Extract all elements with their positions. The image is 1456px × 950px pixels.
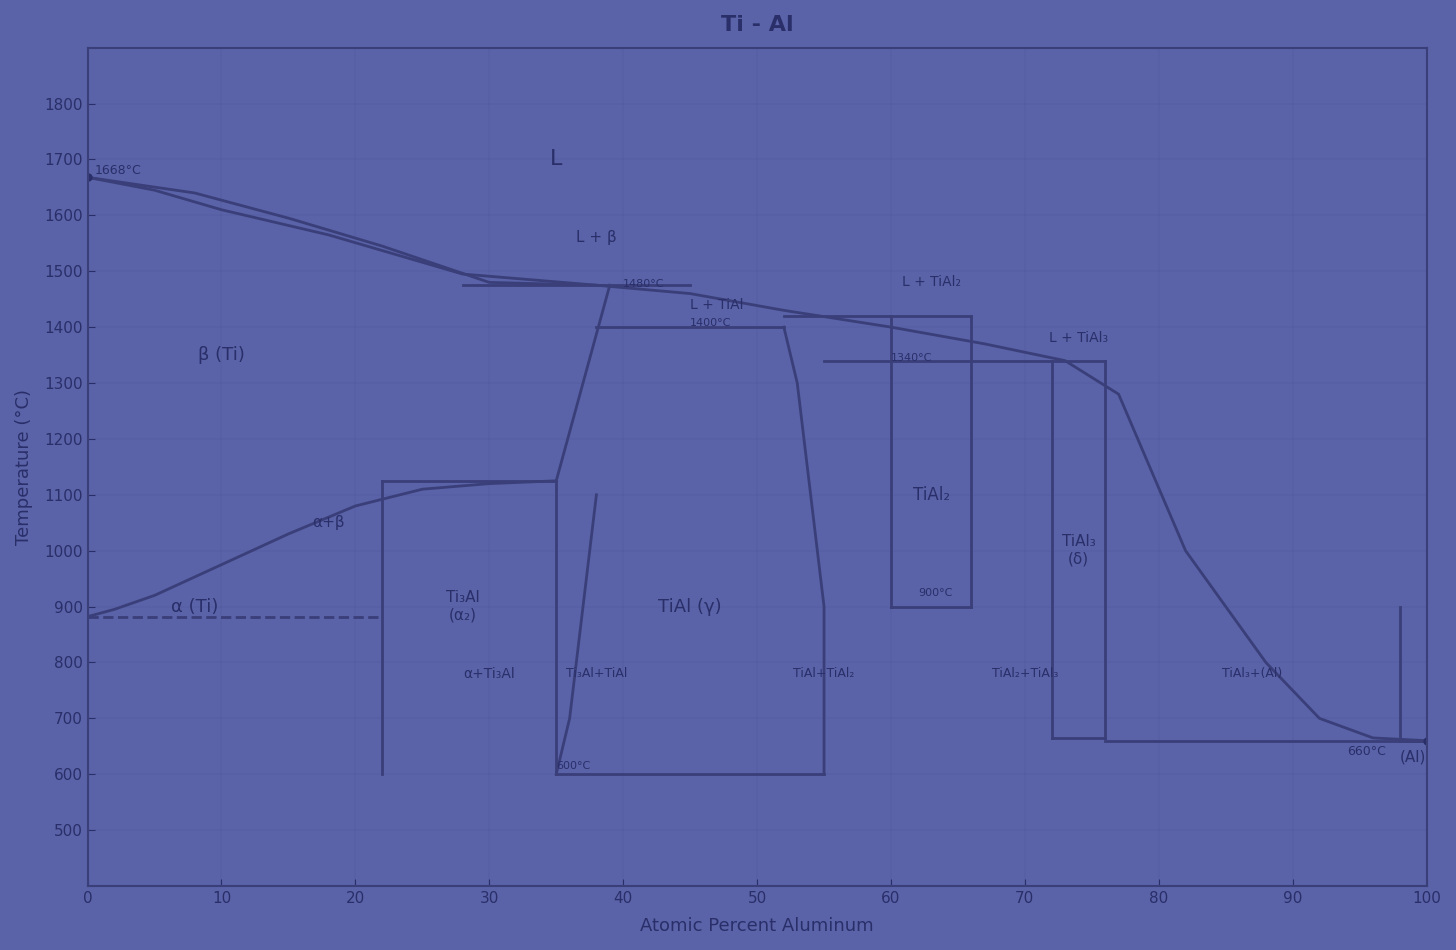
Text: L + TiAl₃: L + TiAl₃	[1048, 332, 1108, 345]
Text: β (Ti): β (Ti)	[198, 346, 245, 364]
Text: Ti₃Al
(α₂): Ti₃Al (α₂)	[446, 590, 479, 623]
Text: TiAl (γ): TiAl (γ)	[658, 598, 722, 616]
Y-axis label: Temperature (°C): Temperature (°C)	[15, 389, 33, 545]
Text: 600°C: 600°C	[556, 761, 591, 770]
Text: α+β: α+β	[312, 515, 345, 530]
Text: 660°C: 660°C	[1347, 746, 1386, 758]
Text: 1668°C: 1668°C	[95, 164, 141, 177]
Text: TiAl₂+TiAl₃: TiAl₂+TiAl₃	[992, 667, 1059, 680]
Text: TiAl+TiAl₂: TiAl+TiAl₂	[794, 667, 855, 680]
Text: 1340°C: 1340°C	[891, 352, 932, 363]
Text: L + TiAl₂: L + TiAl₂	[901, 276, 961, 290]
Text: 900°C: 900°C	[917, 588, 952, 598]
Text: (Al): (Al)	[1401, 750, 1427, 765]
Text: TiAl₂: TiAl₂	[913, 485, 949, 504]
Text: TiAl₃
(δ): TiAl₃ (δ)	[1061, 535, 1095, 567]
Text: TiAl₃+(Al): TiAl₃+(Al)	[1223, 667, 1283, 680]
Text: L + β: L + β	[577, 230, 617, 245]
X-axis label: Atomic Percent Aluminum: Atomic Percent Aluminum	[641, 917, 874, 935]
Text: Ti₃Al+TiAl: Ti₃Al+TiAl	[566, 667, 628, 680]
Text: L + TiAl: L + TiAl	[690, 297, 744, 312]
Text: α+Ti₃Al: α+Ti₃Al	[463, 667, 515, 680]
Text: α (Ti): α (Ti)	[170, 598, 218, 616]
Text: 1480°C: 1480°C	[623, 278, 665, 289]
Text: 1400°C: 1400°C	[690, 317, 731, 328]
Title: Ti - Al: Ti - Al	[721, 15, 794, 35]
Text: L: L	[550, 149, 562, 169]
